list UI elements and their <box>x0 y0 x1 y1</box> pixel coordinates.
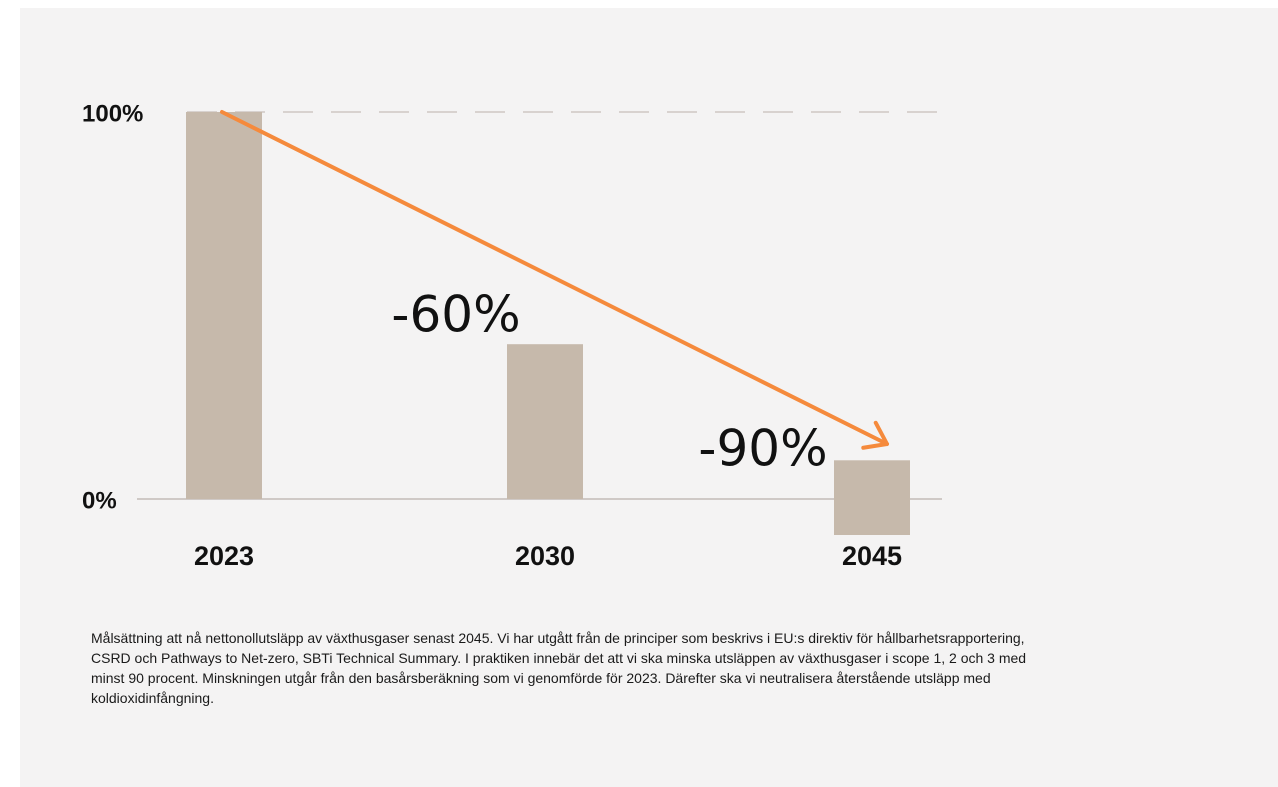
x-tick-label-2045: 2045 <box>842 541 902 571</box>
trend-arrow-head <box>861 420 889 450</box>
y-tick-label-0: 0% <box>82 487 117 514</box>
y-tick-label-100: 100% <box>82 100 143 127</box>
x-tick-label-2023: 2023 <box>194 541 254 571</box>
bar-2045 <box>834 460 910 535</box>
chart-caption: Målsättning att nå nettonollutsläpp av v… <box>91 630 1027 706</box>
data-label-2030: -60% <box>391 286 520 344</box>
trend-arrow-line <box>220 110 889 446</box>
bar-2023 <box>186 112 262 499</box>
x-tick-label-2030: 2030 <box>515 541 575 571</box>
data-label-2045: -90% <box>698 420 827 478</box>
bar-2030 <box>507 344 583 499</box>
